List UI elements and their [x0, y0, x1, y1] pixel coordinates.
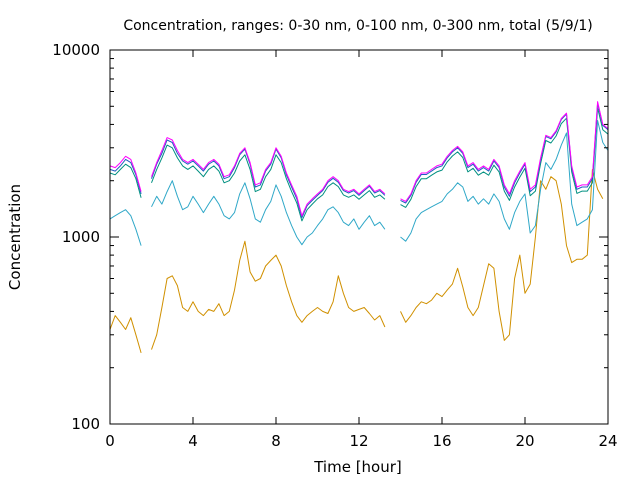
series-line-4 — [109, 120, 609, 246]
series-line-3 — [109, 107, 609, 222]
y-tick-label: 100 — [71, 415, 100, 433]
plot-area — [109, 101, 609, 354]
y-axis-label: Concentration — [6, 184, 24, 290]
x-axis: 0 4 8 12 16 20 24 — [105, 50, 618, 450]
y-axis: 100 1000 10000 — [52, 41, 608, 433]
x-tick-label: 16 — [432, 432, 451, 450]
x-axis-label: Time [hour] — [313, 458, 402, 476]
x-tick-label: 8 — [271, 432, 281, 450]
y-tick-label: 10000 — [52, 41, 100, 59]
series-line-5 — [109, 168, 604, 354]
x-tick-label: 0 — [105, 432, 115, 450]
x-tick-label: 4 — [188, 432, 198, 450]
series-line-1 — [109, 101, 609, 217]
x-tick-label: 24 — [598, 432, 617, 450]
x-tick-label: 12 — [349, 432, 368, 450]
y-tick-label: 1000 — [62, 228, 100, 246]
x-tick-label: 20 — [515, 432, 534, 450]
plot-frame — [109, 49, 609, 425]
chart-title: Concentration, ranges: 0-30 nm, 0-100 nm… — [123, 18, 592, 34]
